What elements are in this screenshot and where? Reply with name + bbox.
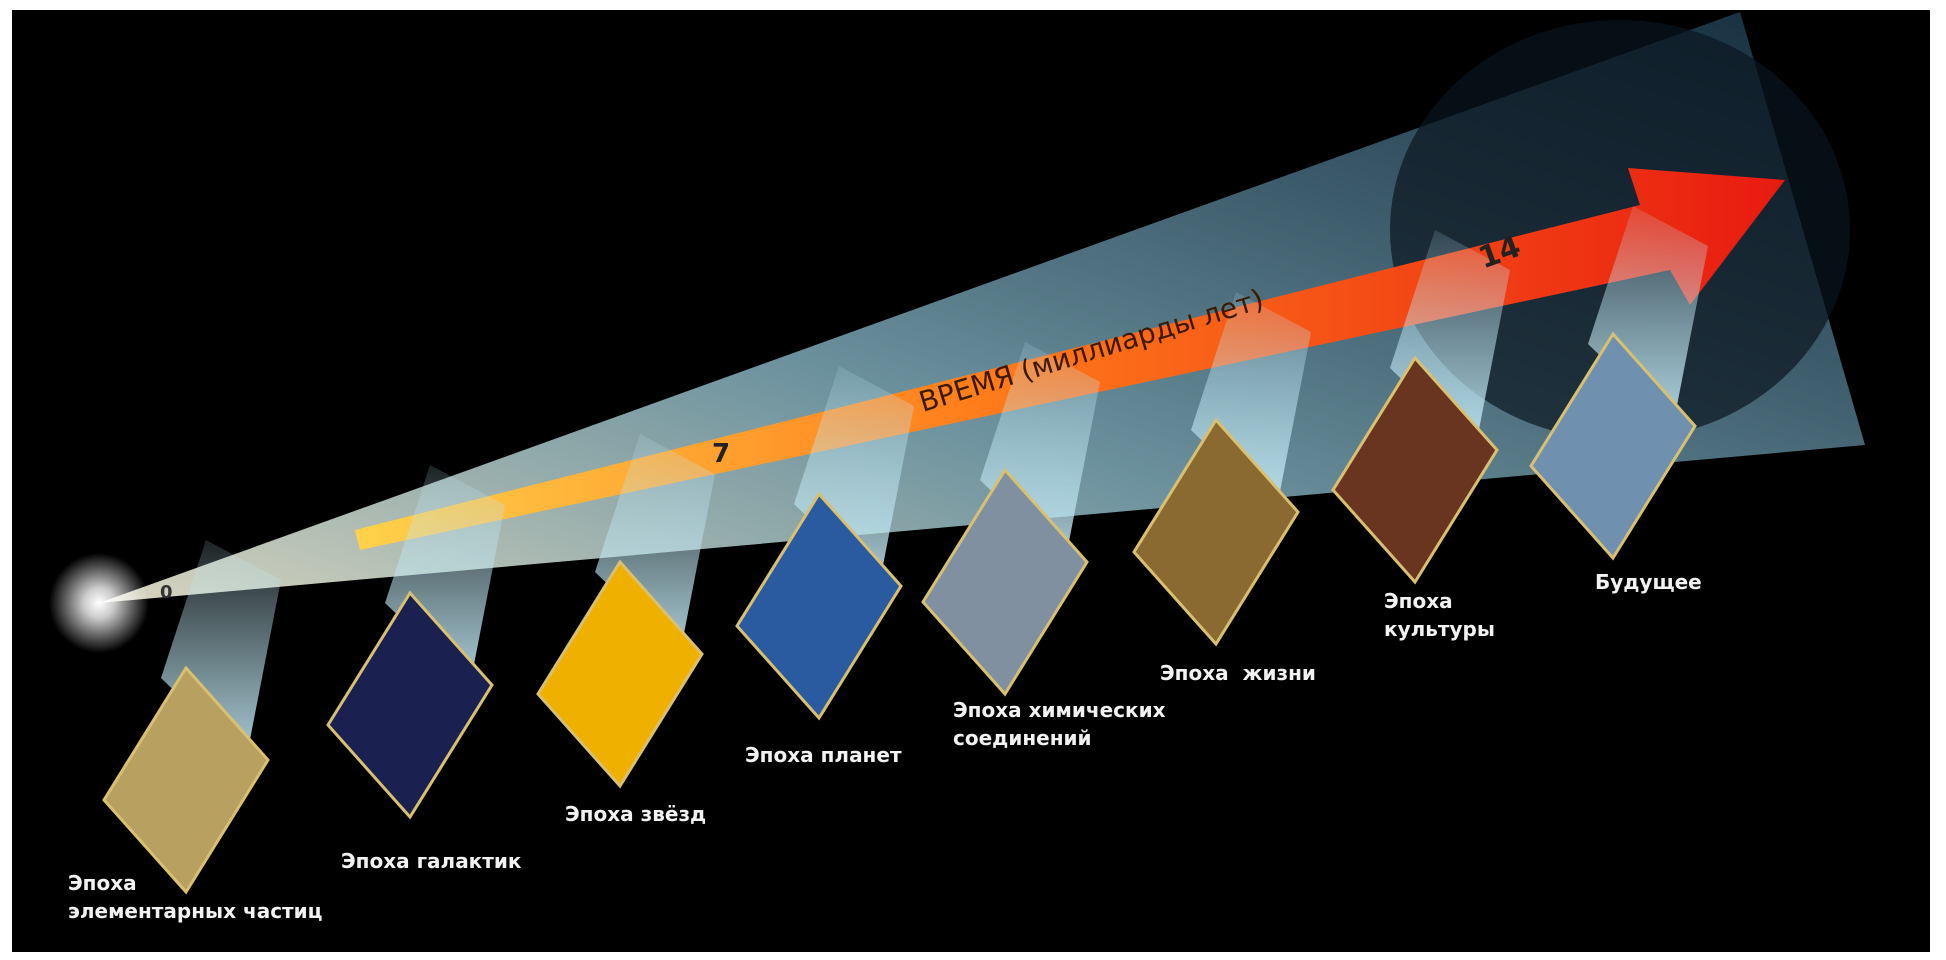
- epoch-label: Эпоха планет: [745, 743, 902, 767]
- epoch-panel: [536, 559, 704, 789]
- epoch-label: элементарных частиц: [68, 899, 322, 923]
- marker: 0: [160, 582, 173, 603]
- epoch-label: Эпоха звёзд: [565, 802, 706, 826]
- epoch-panel: [1331, 355, 1499, 585]
- epoch-label: Эпоха галактик: [341, 849, 522, 873]
- epoch-label: Эпоха химических: [953, 698, 1166, 722]
- epoch-label: Эпоха: [1384, 589, 1453, 613]
- big-bang: [49, 553, 149, 653]
- epoch-label: соединений: [953, 726, 1092, 750]
- epoch-label: Эпоха: [68, 871, 137, 895]
- epochs: Эпоха элементарных частиц Эпоха галактик Эп…: [68, 206, 1708, 923]
- epoch-label: Эпоха жизни: [1160, 661, 1316, 685]
- epoch-panel: [1529, 331, 1697, 561]
- epoch-panel: [102, 665, 270, 895]
- epoch-panel: [326, 590, 494, 820]
- epoch-label: культуры: [1384, 617, 1495, 641]
- epoch-panel: [921, 467, 1089, 697]
- epoch-panel: [735, 491, 903, 721]
- epoch-panel: [1132, 417, 1300, 647]
- epoch-label: Будущее: [1595, 570, 1702, 594]
- marker: 7: [712, 439, 730, 469]
